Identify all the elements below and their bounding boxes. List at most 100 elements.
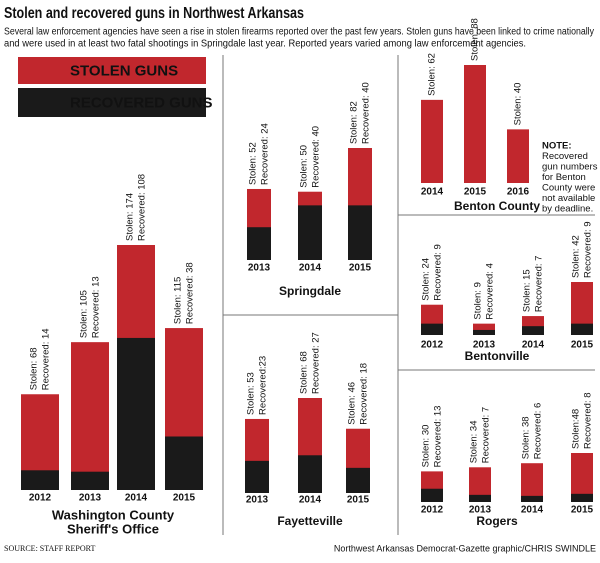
bar	[421, 488, 443, 502]
panel-title: Rogers	[476, 514, 518, 528]
x-tick-label: 2015	[571, 340, 594, 351]
bar	[298, 205, 322, 260]
data-label: Stolen: 174	[125, 193, 136, 241]
data-label: Recovered: 40	[361, 82, 372, 144]
panel-title: Fayetteville	[277, 514, 343, 528]
bar	[165, 436, 203, 490]
data-label: Stolen: 24	[421, 258, 432, 301]
data-label: Stolen: 46	[347, 382, 358, 425]
panel-title: Springdale	[279, 284, 341, 298]
x-tick-label: 2013	[473, 340, 496, 351]
x-tick-label: 2015	[571, 505, 594, 516]
data-label: Recovered: 9	[583, 221, 594, 278]
data-label: Stolen: 40	[513, 83, 524, 126]
note: Recovered	[542, 151, 588, 162]
bar	[117, 337, 155, 490]
x-tick-label: 2012	[29, 493, 52, 504]
data-label: Stolen: 42	[571, 235, 582, 278]
x-tick-label: 2016	[507, 187, 530, 198]
x-tick-label: 2015	[349, 263, 372, 274]
panel-title: Bentonville	[465, 349, 530, 363]
bar	[521, 495, 543, 502]
subtitle: Several law enforcement agencies have se…	[4, 27, 594, 38]
x-tick-label: 2013	[469, 505, 492, 516]
x-tick-label: 2015	[173, 493, 196, 504]
note: for Benton	[542, 172, 586, 183]
data-label: Recovered: 108	[137, 174, 148, 241]
subtitle: and were used in at least two fatal shoo…	[4, 39, 526, 50]
bar	[521, 463, 543, 502]
bar	[298, 455, 322, 493]
x-tick-label: 2014	[125, 493, 148, 504]
data-label: Stolen: 53	[246, 372, 257, 415]
x-tick-label: 2013	[79, 493, 102, 504]
panel-title: Benton County	[454, 199, 540, 213]
bar	[473, 323, 495, 335]
data-label: Recovered: 8	[583, 392, 594, 449]
bar	[469, 467, 491, 502]
data-label: Stolen: 82	[349, 101, 360, 144]
data-label: Stolen: 30	[421, 425, 432, 468]
legend-swatch	[18, 88, 206, 117]
data-label: Stolen: 52	[248, 142, 259, 185]
note: by deadline.	[542, 204, 593, 215]
panel-dividers	[222, 55, 595, 535]
legend-swatch	[18, 57, 206, 84]
data-label: Recovered: 4	[485, 263, 496, 320]
data-label: Stolen: 105	[79, 290, 90, 338]
bar	[421, 323, 443, 335]
x-tick-label: 2012	[421, 505, 444, 516]
bar	[245, 460, 269, 493]
data-label: Stolen: 62	[427, 53, 438, 96]
panel-title: Washington County	[52, 507, 175, 522]
data-label: Recovered: 14	[41, 328, 52, 390]
data-label: Stolen: 50	[299, 145, 310, 188]
data-label: Recovered: 40	[311, 126, 322, 188]
note: not available	[542, 193, 595, 204]
data-label: Recovered: 9	[433, 244, 444, 301]
bar	[507, 129, 529, 183]
data-label: Recovered: 13	[433, 406, 444, 468]
panel-title: Sheriff's Office	[67, 521, 159, 536]
data-label: Stolen: 68	[29, 347, 40, 390]
data-label: Stolen: 34	[469, 420, 480, 463]
data-label: Stolen: 88	[470, 18, 481, 61]
title: Stolen and recovered guns in Northwest A…	[4, 5, 304, 22]
data-label: Stolen:48	[571, 409, 582, 449]
data-label: Recovered: 6	[533, 403, 544, 460]
x-tick-label: 2015	[347, 495, 370, 506]
bar	[473, 329, 495, 335]
note: gun numbers	[542, 162, 598, 173]
x-tick-label: 2013	[248, 263, 271, 274]
bar	[464, 65, 486, 183]
data-label: Recovered: 38	[185, 262, 196, 324]
x-tick-label: 2015	[464, 187, 487, 198]
source: SOURCE: STAFF REPORT	[4, 544, 95, 553]
x-tick-label: 2014	[299, 495, 322, 506]
data-label: Stolen: 38	[521, 416, 532, 459]
data-label: Recovered: 7	[481, 407, 492, 464]
data-label: Stolen: 9	[473, 282, 484, 320]
legend-label: STOLEN GUNS	[70, 62, 178, 79]
data-label: Recovered: 27	[311, 332, 322, 394]
x-tick-label: 2013	[246, 495, 269, 506]
bar	[21, 470, 59, 490]
x-tick-label: 2014	[522, 340, 545, 351]
credit: Northwest Arkansas Democrat-Gazette grap…	[334, 543, 596, 553]
bar	[571, 323, 593, 335]
x-tick-label: 2014	[521, 505, 544, 516]
data-label: Recovered: 7	[534, 256, 545, 313]
data-label: Recovered: 24	[260, 123, 271, 185]
data-label: Recovered: 13	[91, 276, 102, 338]
bar	[247, 227, 271, 260]
data-label: Stolen: 115	[173, 277, 184, 324]
bar	[571, 282, 593, 335]
legend-label: RECOVERED GUNS	[70, 94, 213, 111]
data-label: Recovered:23	[258, 356, 269, 415]
data-label: Recovered: 18	[359, 363, 370, 425]
data-label: Stolen: 15	[522, 269, 533, 312]
note: County were	[542, 183, 595, 194]
x-tick-label: 2012	[421, 340, 444, 351]
bar	[522, 326, 544, 335]
